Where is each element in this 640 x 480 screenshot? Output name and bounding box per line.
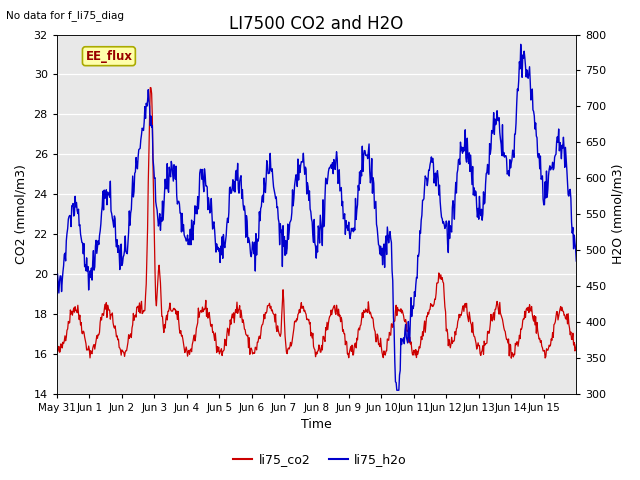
li75_co2	[400, 313, 408, 319]
li75_co2	[255, 333, 263, 339]
li75_h2o	[400, 335, 408, 341]
li75_co2	[210, 332, 218, 338]
li75_h2o	[235, 190, 243, 196]
li75_co2	[114, 337, 122, 343]
Text: EE_flux: EE_flux	[85, 50, 132, 63]
li75_h2o	[53, 291, 61, 297]
li75_co2	[572, 342, 580, 348]
Y-axis label: CO2 (mmol/m3): CO2 (mmol/m3)	[15, 164, 28, 264]
li75_co2	[236, 303, 244, 309]
Line: li75_h2o: li75_h2o	[57, 44, 576, 390]
li75_h2o	[393, 387, 401, 393]
Text: No data for f_li75_diag: No data for f_li75_diag	[6, 10, 124, 21]
li75_h2o	[370, 180, 378, 186]
X-axis label: Time: Time	[301, 419, 332, 432]
li75_co2	[371, 327, 378, 333]
li75_h2o	[114, 250, 122, 255]
li75_co2	[53, 346, 61, 352]
li75_h2o	[255, 235, 262, 241]
li75_co2	[147, 84, 154, 90]
li75_co2	[508, 355, 515, 361]
li75_h2o	[572, 258, 580, 264]
li75_h2o	[517, 41, 525, 47]
li75_h2o	[209, 221, 217, 227]
Y-axis label: H2O (mmol/m3): H2O (mmol/m3)	[612, 164, 625, 264]
Legend: li75_co2, li75_h2o: li75_co2, li75_h2o	[228, 448, 412, 471]
Title: LI7500 CO2 and H2O: LI7500 CO2 and H2O	[229, 15, 404, 33]
Line: li75_co2: li75_co2	[57, 87, 576, 358]
